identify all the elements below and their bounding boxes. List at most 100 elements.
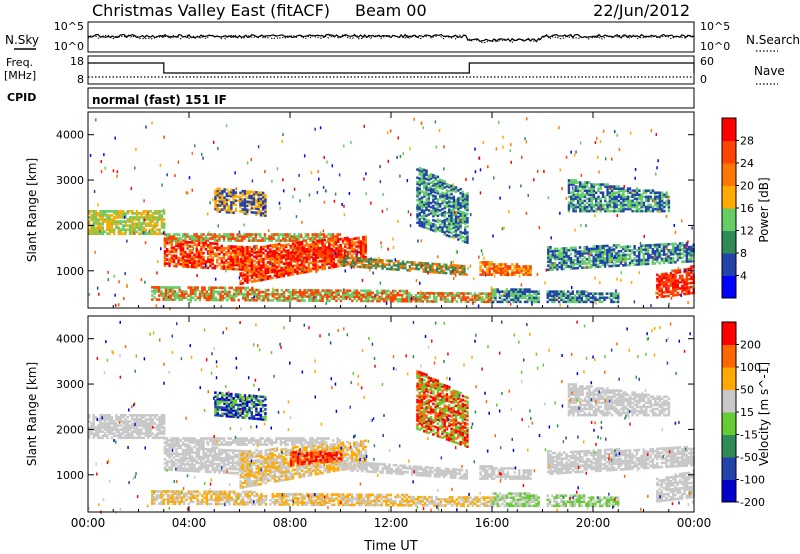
- echo-cell: [310, 295, 313, 298]
- echo-cell: [353, 243, 356, 247]
- speckle-cell: [498, 291, 501, 295]
- echo-cell: [275, 261, 279, 265]
- echo-cell: [250, 194, 254, 198]
- echo-cell: [592, 187, 596, 190]
- echo-cell: [99, 232, 102, 236]
- echo-cell: [131, 232, 134, 236]
- echo-cell: [266, 257, 270, 260]
- echo-cell: [222, 267, 226, 270]
- speckle-cell: [480, 249, 483, 253]
- echo-cell: [330, 239, 333, 243]
- echo-cell: [662, 249, 666, 252]
- echo-cell: [656, 243, 659, 247]
- echo-cell: [269, 262, 272, 266]
- echo-cell: [328, 248, 331, 251]
- echo-cell: [649, 203, 652, 207]
- echo-cell: [429, 264, 432, 268]
- echo-cell: [438, 184, 442, 188]
- echo-cell: [246, 258, 249, 262]
- echo-cell: [275, 275, 279, 279]
- echo-cell: [626, 207, 630, 211]
- echo-cell: [158, 230, 161, 234]
- echo-cell: [303, 289, 306, 292]
- echo-cell: [142, 226, 145, 229]
- echo-cell: [248, 192, 251, 196]
- echo-cell: [556, 253, 559, 257]
- echo-cell: [278, 242, 281, 246]
- echo-cell: [448, 202, 451, 205]
- echo-cell: [197, 237, 201, 240]
- echo-cell: [461, 217, 465, 220]
- echo-cell: [436, 218, 440, 222]
- echo-cell: [457, 223, 460, 227]
- echo-cell: [448, 218, 451, 222]
- echo-cell: [323, 291, 327, 294]
- echo-cell: [448, 226, 451, 230]
- echo-cell: [218, 197, 222, 201]
- echo-cell: [140, 216, 143, 219]
- echo-cell: [290, 259, 293, 263]
- echo-cell: [429, 175, 433, 178]
- echo-cell: [626, 201, 630, 205]
- echo-cell: [261, 191, 265, 195]
- echo-cell: [160, 286, 163, 289]
- echo-cell: [436, 220, 440, 224]
- echo-cell: [547, 248, 550, 251]
- echo-cell: [256, 239, 260, 242]
- echo-cell: [147, 212, 150, 215]
- echo-cell: [259, 256, 263, 259]
- echo-cell: [434, 201, 437, 204]
- echo-cell: [622, 264, 625, 267]
- echo-cell: [594, 263, 598, 267]
- echo-cell: [103, 218, 107, 221]
- echo-cell: [259, 197, 263, 201]
- echo-cell: [353, 295, 356, 299]
- echo-cell: [284, 237, 287, 240]
- echo-cell: [523, 294, 527, 298]
- echo-cell: [180, 290, 184, 293]
- echo-cell: [629, 205, 632, 209]
- echo-cell: [271, 250, 274, 253]
- echo-cell: [535, 294, 538, 298]
- echo-cell: [598, 298, 602, 302]
- echo-cell: [553, 251, 557, 255]
- echo-cell: [379, 264, 382, 268]
- echo-cell: [582, 292, 586, 295]
- echo-cell: [231, 259, 235, 263]
- echo-cell: [437, 294, 440, 297]
- echo-cell: [140, 232, 143, 236]
- echo-cell: [303, 293, 306, 296]
- echo-cell: [342, 264, 346, 268]
- echo-cell: [667, 242, 670, 246]
- echo-cell: [597, 189, 600, 192]
- echo-cell: [660, 293, 664, 297]
- echo-cell: [340, 260, 343, 263]
- echo-cell: [461, 203, 465, 206]
- echo-cell: [194, 292, 197, 296]
- echo-cell: [122, 210, 125, 213]
- echo-cell: [567, 201, 571, 205]
- speckle-cell: [474, 170, 477, 174]
- echo-cell: [461, 235, 465, 239]
- echo-cell: [599, 244, 602, 248]
- echo-cell: [589, 296, 593, 300]
- echo-cell: [135, 230, 139, 234]
- echo-cell: [424, 270, 427, 273]
- echo-cell: [667, 203, 671, 207]
- echo-cell: [319, 295, 322, 298]
- echo-cell: [262, 251, 265, 255]
- echo-cell: [463, 222, 467, 225]
- echo-cell: [633, 203, 637, 207]
- echo-cell: [223, 188, 226, 191]
- speckle-cell: [271, 179, 273, 183]
- echo-cell: [594, 253, 598, 257]
- echo-cell: [278, 273, 281, 277]
- echo-cell: [241, 208, 244, 211]
- echo-cell: [112, 232, 116, 236]
- echo-cell: [547, 250, 550, 253]
- echo-cell: [367, 293, 370, 297]
- echo-cell: [606, 248, 609, 252]
- echo-cell: [337, 289, 340, 292]
- echo-cell: [549, 268, 552, 271]
- echo-cell: [647, 248, 650, 251]
